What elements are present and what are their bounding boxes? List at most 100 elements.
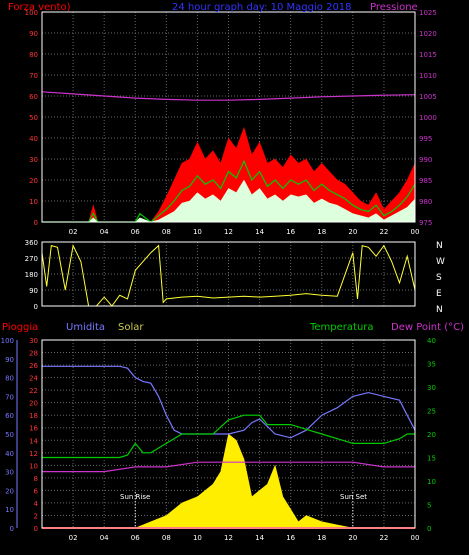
wind-tick-label: 40 — [29, 135, 38, 143]
humidity-tick-label: 80 — [5, 375, 14, 383]
x-tick-label: 06 — [131, 228, 140, 236]
frame-layer — [16, 11, 416, 529]
wind-speed-area — [42, 179, 416, 223]
wind-tick-label: 20 — [29, 177, 38, 185]
panel-frame — [41, 339, 416, 529]
x-tick-label: 04 — [100, 534, 109, 542]
rain-tick-label: 22 — [29, 387, 38, 395]
wind-direction-line — [41, 243, 416, 307]
temperature-label: Temperatura — [309, 322, 374, 333]
humidity-tick-label: 60 — [5, 412, 14, 420]
humidity-label: Umidita — [66, 322, 105, 333]
x-tick-label: 02 — [69, 534, 78, 542]
rain-tick-label: 26 — [29, 362, 38, 370]
humidity-tick-label: 30 — [5, 469, 14, 477]
wind-tick-label: 10 — [29, 198, 38, 206]
x-tick-label: 22 — [379, 228, 388, 236]
pressure-tick-label: 990 — [419, 156, 432, 164]
rain-tick-label: 12 — [29, 450, 38, 458]
temperature-tick-label: 30 — [427, 384, 436, 392]
x-tick-label: 20 — [348, 228, 357, 236]
temperature-tick-label: 0 — [427, 525, 431, 533]
wind-gust-area — [42, 126, 416, 223]
temperature-tick-label: 15 — [427, 455, 436, 463]
pressure-tick-label: 1000 — [419, 114, 437, 122]
x-tick-label: 20 — [348, 534, 357, 542]
x-tick-label: 14 — [255, 228, 264, 236]
solar-label: Solar — [118, 322, 144, 333]
compass-n-top: N — [436, 241, 443, 251]
x-tick-label: 12 — [224, 534, 233, 542]
humidity-tick-label: 10 — [5, 506, 14, 514]
wind-tick-label: 90 — [29, 30, 38, 38]
pressure-tick-label: 985 — [419, 177, 432, 185]
x-tick-label: 10 — [193, 228, 202, 236]
rain-tick-label: 4 — [34, 500, 39, 508]
wind-tick-label: 0 — [34, 219, 38, 227]
rain-tick-label: 8 — [34, 475, 38, 483]
chart-title: 24 hour graph day: 10 Maggio 2018 — [172, 2, 352, 13]
pressure-tick-label: 1025 — [419, 9, 437, 17]
x-tick-label: 16 — [286, 534, 295, 542]
x-tick-label: 06 — [131, 534, 140, 542]
temperature-tick-label: 5 — [427, 502, 431, 510]
rain-tick-label: 14 — [29, 437, 38, 445]
pressure-line — [41, 91, 416, 101]
pressure-tick-label: 1015 — [419, 51, 437, 59]
humidity-tick-label: 40 — [5, 450, 14, 458]
series-layer — [41, 91, 416, 529]
x-tick-label: 18 — [317, 534, 326, 542]
pressure-tick-label: 1010 — [419, 72, 437, 80]
panel-frame — [41, 241, 416, 307]
x-tick-label: 12 — [224, 228, 233, 236]
sunrise-label: Sun Rise — [120, 493, 150, 501]
direction-tick-label: 90 — [29, 287, 38, 295]
wind-tick-label: 30 — [29, 156, 38, 164]
compass-n-bottom: N — [436, 305, 443, 315]
dewpoint-label: Dew Point (°C) — [391, 322, 464, 333]
pressure-tick-label: 980 — [419, 198, 432, 206]
pressure-tick-label: 975 — [419, 219, 432, 227]
wind-tick-label: 50 — [29, 114, 38, 122]
wind-tick-label: 100 — [25, 9, 38, 17]
humidity-tick-label: 20 — [5, 487, 14, 495]
x-tick-label: 04 — [100, 228, 109, 236]
humidity-tick-label: 50 — [5, 431, 14, 439]
x-tick-label: 22 — [379, 534, 388, 542]
x-tick-label: 08 — [162, 228, 171, 236]
x-tick-label: 10 — [193, 534, 202, 542]
x-tick-label: 00 — [411, 534, 420, 542]
rain-tick-label: 24 — [29, 375, 38, 383]
x-tick-label: 18 — [317, 228, 326, 236]
rain-tick-label: 20 — [29, 400, 38, 408]
x-tick-label: 08 — [162, 534, 171, 542]
humidity-tick-label: 70 — [5, 393, 14, 401]
humidity-tick-label: 100 — [1, 337, 14, 345]
rain-tick-label: 16 — [29, 425, 38, 433]
compass-s: S — [436, 273, 442, 283]
direction-tick-label: 270 — [25, 255, 38, 263]
temperature-tick-label: 20 — [427, 431, 436, 439]
rain-tick-label: 6 — [34, 487, 39, 495]
solar-area — [135, 433, 353, 529]
humidity-tick-label: 90 — [5, 356, 14, 364]
wind-tick-label: 60 — [29, 93, 38, 101]
pressure-label: Pressione — [370, 2, 418, 13]
x-tick-label: 02 — [69, 228, 78, 236]
rain-tick-label: 18 — [29, 412, 38, 420]
temperature-tick-label: 25 — [427, 408, 436, 416]
pressure-tick-label: 1005 — [419, 93, 437, 101]
pressure-tick-label: 995 — [419, 135, 432, 143]
x-tick-label: 16 — [286, 228, 295, 236]
x-tick-label: 14 — [255, 534, 264, 542]
compass-w: W — [436, 257, 445, 267]
rain-tick-label: 2 — [34, 512, 38, 520]
rain-tick-label: 0 — [34, 525, 38, 533]
pressure-tick-label: 1020 — [419, 30, 437, 38]
direction-tick-label: 360 — [25, 239, 38, 247]
x-tick-label: 00 — [411, 228, 420, 236]
rain-tick-label: 10 — [29, 462, 38, 470]
direction-tick-label: 0 — [34, 303, 38, 311]
